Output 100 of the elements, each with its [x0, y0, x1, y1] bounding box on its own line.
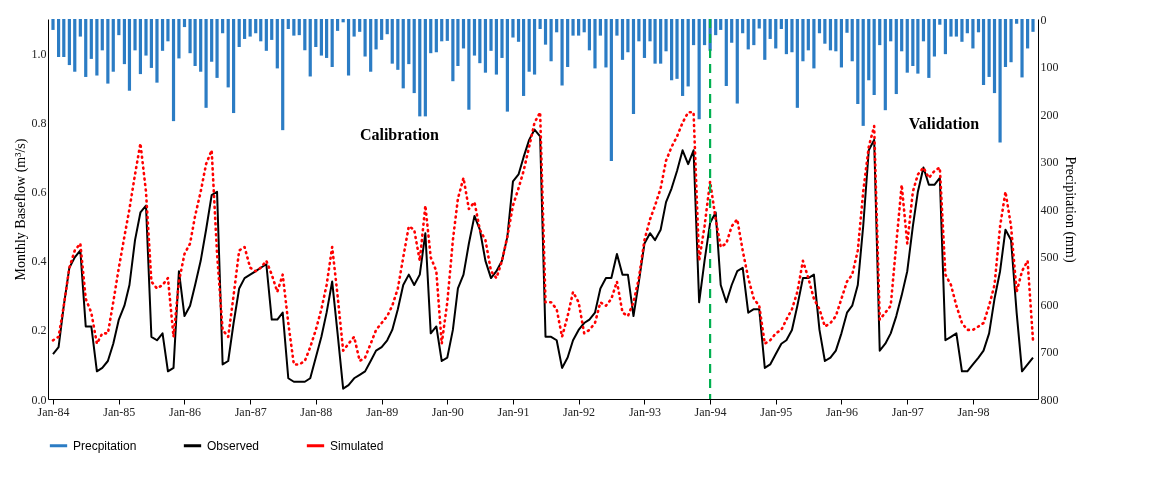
bar — [281, 19, 285, 131]
bar — [938, 19, 942, 25]
x-tick-label: Jan-93 — [628, 404, 661, 419]
bar — [889, 19, 893, 42]
bar — [976, 19, 981, 33]
bar — [609, 19, 613, 162]
bar — [817, 19, 822, 34]
bar — [396, 19, 400, 70]
x-tick-label: Jan-97 — [891, 404, 924, 419]
annotation: Calibration — [359, 125, 440, 143]
bar — [407, 19, 411, 65]
bar — [593, 19, 597, 69]
line-series — [51, 110, 1035, 366]
bar — [182, 19, 187, 28]
bar — [133, 19, 137, 51]
bar — [521, 19, 526, 96]
bar — [500, 19, 504, 58]
bar — [587, 19, 592, 51]
bar — [144, 19, 148, 56]
bar — [845, 19, 849, 33]
bar — [631, 19, 636, 114]
bar — [795, 19, 799, 108]
x-tick-label: Jan-94 — [694, 404, 727, 419]
bar — [549, 19, 553, 62]
bar — [812, 19, 816, 69]
y2-tick-label: 800 — [1040, 392, 1059, 407]
bar — [998, 19, 1002, 143]
x-tick-label: Jan-89 — [366, 404, 399, 419]
x-tick-label: Jan-88 — [300, 404, 333, 419]
y2-tick-label: 700 — [1040, 345, 1059, 359]
bar — [314, 19, 318, 48]
bar — [264, 19, 268, 51]
bar — [188, 19, 192, 54]
bar — [746, 19, 750, 50]
bar — [1031, 19, 1035, 32]
bar — [571, 19, 575, 36]
bar — [270, 19, 274, 40]
bar — [1009, 19, 1013, 63]
bar — [423, 19, 427, 117]
bar — [325, 19, 329, 58]
bar — [867, 19, 871, 81]
bar — [516, 19, 521, 42]
bar — [735, 19, 739, 104]
bar — [1003, 19, 1008, 67]
x-tick-label: Jan-90 — [431, 404, 464, 419]
bar — [319, 19, 323, 56]
x-tick-label: Jan-95 — [760, 404, 793, 419]
bar — [511, 19, 515, 38]
bar — [67, 19, 71, 66]
bar — [117, 19, 121, 36]
legend-label: Observed — [207, 438, 260, 453]
y2-tick-label: 500 — [1040, 250, 1059, 264]
y-tick-label: 0.6 — [31, 185, 47, 200]
bar — [297, 19, 301, 36]
bar — [752, 19, 756, 46]
bar — [95, 19, 99, 76]
y-tick-label: 0.0 — [31, 392, 47, 407]
bar — [577, 19, 581, 36]
bar — [461, 19, 466, 49]
bar — [965, 19, 969, 34]
bar — [1026, 19, 1030, 49]
bar — [527, 19, 531, 72]
legend-label: Simulated — [330, 438, 384, 453]
x-tick-label: Jan-87 — [234, 404, 267, 419]
bar — [286, 19, 290, 29]
legend-label: Precpitation — [73, 438, 137, 453]
bar — [215, 19, 219, 78]
bar — [401, 19, 405, 89]
bar — [856, 19, 860, 105]
y2-tick-label: 200 — [1040, 107, 1059, 122]
bar — [221, 19, 225, 34]
bar — [675, 19, 679, 79]
bar — [741, 19, 745, 34]
bar — [199, 19, 203, 72]
bar — [779, 19, 783, 29]
bar — [911, 19, 915, 67]
bar — [532, 19, 537, 75]
bar — [505, 19, 509, 112]
bar — [839, 19, 844, 68]
line-series — [52, 128, 1034, 390]
bar — [193, 19, 197, 67]
y2-axis-title: Precipitation (mm) — [1061, 156, 1078, 263]
bar — [850, 19, 854, 62]
bar — [1020, 19, 1024, 78]
bar — [971, 19, 975, 49]
bar — [346, 19, 351, 76]
bar — [954, 19, 958, 37]
bar — [697, 19, 701, 120]
bar — [763, 19, 767, 60]
bar — [385, 19, 389, 35]
bar — [259, 19, 263, 42]
bar — [374, 19, 378, 50]
bar — [905, 19, 909, 73]
bar — [363, 19, 367, 57]
bar — [472, 19, 477, 56]
bar — [1015, 19, 1019, 24]
bar — [960, 19, 964, 42]
x-tick-label: Jan-86 — [168, 404, 201, 419]
bar — [84, 19, 88, 77]
bar — [949, 19, 953, 37]
